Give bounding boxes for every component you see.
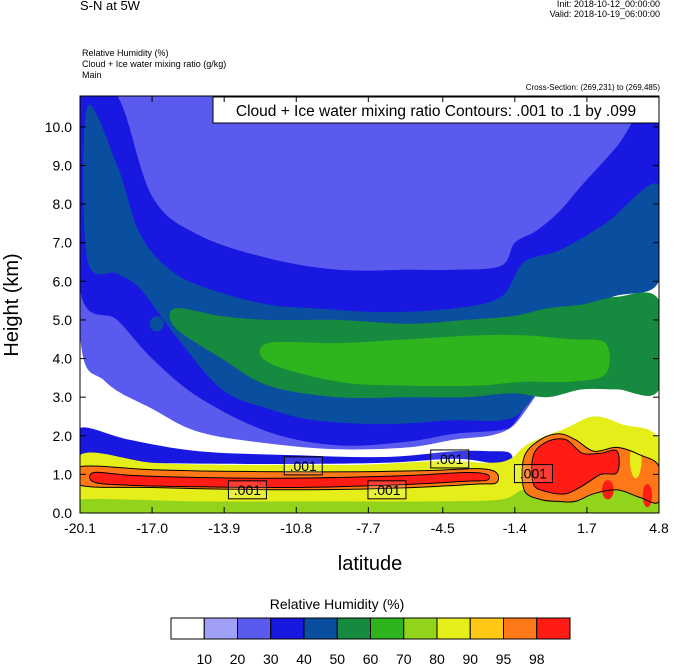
- colorbar-level-label: 70: [396, 651, 412, 667]
- y-tick-label: 2.0: [53, 428, 73, 444]
- colorbar-swatch: [403, 617, 438, 640]
- rh-cell-98: [602, 480, 614, 500]
- contour-label-text: .001: [234, 482, 261, 498]
- rh-region-65: [259, 334, 610, 387]
- colorbar-swatch: [203, 617, 238, 640]
- cross-section-label: Cross-Section: (269,231) to (269,485): [525, 83, 660, 92]
- contour-label: .001: [513, 464, 553, 484]
- rh-cell-45: [99, 257, 117, 271]
- rh-cell-85: [629, 439, 642, 479]
- contour-label: .001: [283, 456, 323, 476]
- cloud-contour-line: [89, 471, 491, 489]
- colorbar-level-label: 30: [263, 651, 279, 667]
- colorbar-swatch: [503, 617, 538, 640]
- x-tick-label: -13.9: [208, 520, 240, 536]
- colorbar: 10 20 30 40 50 60 70 80 90 95 98: [170, 617, 571, 667]
- colorbar-swatch: [237, 617, 272, 640]
- init-time: Init: 2018-10-12_00:00:00: [556, 0, 660, 9]
- colorbar-level-label: 98: [529, 651, 545, 667]
- rh-region-30: [80, 427, 513, 468]
- y-axis-label: Height (km): [1, 253, 23, 356]
- x-tick-label: -17.0: [136, 520, 168, 536]
- run-times: Init: 2018-10-12_00:00:00 Valid: 2018-10…: [550, 0, 660, 19]
- y-tick-label: 5.0: [53, 312, 73, 328]
- colorbar-level-label: 40: [296, 651, 312, 667]
- contour-label-box: [227, 480, 267, 500]
- field-main: Main: [82, 70, 102, 80]
- rh-cell-65: [414, 339, 448, 355]
- contour-label-box: [367, 480, 407, 500]
- y-tick-label: 8.0: [53, 196, 73, 212]
- colorbar-level-label: 20: [230, 651, 246, 667]
- y-tick-label: 6.0: [53, 273, 73, 289]
- rh-region-98: [89, 472, 490, 488]
- colorbar-level-label: 95: [496, 651, 512, 667]
- colorbar-swatch: [536, 617, 571, 640]
- rh-region-98: [531, 438, 620, 495]
- colorbar-level-label: 90: [462, 651, 478, 667]
- x-tick-label: 4.8: [649, 520, 669, 536]
- y-axis: 0.0 1.0 2.0 3.0 4.0 5.0 6.0 7.0 8.0 9.0 10.0: [45, 119, 659, 521]
- rh-region-75: [80, 477, 659, 513]
- contour-label-text: .001: [520, 466, 547, 482]
- rh-cell-45: [149, 316, 164, 332]
- cloud-contour-line: [531, 438, 620, 495]
- y-tick-label: 3.0: [53, 389, 73, 405]
- x-tick-label: -10.8: [280, 520, 312, 536]
- cloud-contour-layer: .001 .001 .001 .001 .001: [80, 433, 659, 504]
- colorbar-swatch: [469, 617, 504, 640]
- colorbar-level-label: 50: [329, 651, 345, 667]
- y-tick-label: 4.0: [53, 351, 73, 367]
- contour-label-text: .001: [436, 451, 463, 467]
- y-tick-label: 0.0: [53, 505, 73, 521]
- colorbar-swatch: [303, 617, 338, 640]
- colorbar-level-label: 80: [429, 651, 445, 667]
- contour-label: .001: [367, 480, 407, 500]
- cloud-contour-line: [80, 465, 500, 491]
- contour-info-text: Cloud + Ice water mixing ratio Contours:…: [236, 103, 636, 120]
- chart-title: S-N at 5W: [80, 0, 140, 13]
- field-list: Relative Humidity (%) Cloud + Ice water …: [82, 48, 226, 81]
- x-tick-label: -4.5: [431, 520, 455, 536]
- x-axis: -20.1 -17.0 -13.9 -10.8 -7.7 -4.5 -1.4 1.7 4.8: [64, 96, 669, 536]
- y-tick-label: 1.0: [53, 466, 73, 482]
- colorbar-swatch: [436, 617, 471, 640]
- x-axis-label: latitude: [338, 553, 403, 575]
- x-tick-label: -1.4: [503, 520, 527, 536]
- y-tick-label: 7.0: [53, 235, 73, 251]
- plot-frame: [79, 95, 660, 514]
- colorbar-swatch: [270, 617, 305, 640]
- y-tick-label: 9.0: [53, 158, 73, 174]
- rh-cell-98: [564, 470, 577, 486]
- colorbar-swatch: [336, 617, 371, 640]
- contour-info-box: [212, 96, 660, 124]
- colorbar-swatch: [370, 617, 405, 640]
- colorbar-swatch: [170, 617, 205, 640]
- contour-label: .001: [430, 449, 470, 469]
- x-tick-label: 1.7: [577, 520, 597, 536]
- y-tick-label: 10.0: [45, 119, 72, 135]
- contour-label-box: [430, 449, 470, 469]
- rh-fill-layer: [80, 96, 659, 513]
- contour-label-box: [283, 456, 323, 476]
- field-rh: Relative Humidity (%): [82, 48, 169, 58]
- contour-label-text: .001: [373, 482, 400, 498]
- colorbar-level-label: 60: [363, 651, 379, 667]
- x-tick-label: -20.1: [64, 520, 96, 536]
- contour-label: .001: [227, 480, 267, 500]
- cloud-contour-line: [521, 433, 659, 504]
- rh-cell-98: [642, 484, 653, 508]
- x-tick-label: -7.7: [356, 520, 380, 536]
- valid-time: Valid: 2018-10-19_06:00:00: [549, 9, 660, 19]
- field-cloud: Cloud + Ice water mixing ratio (g/kg): [82, 59, 227, 69]
- colorbar-title: Relative Humidity (%): [269, 596, 405, 612]
- contour-label-text: .001: [290, 458, 317, 474]
- colorbar-level-label: 10: [196, 651, 212, 667]
- contour-label-box: [513, 464, 553, 484]
